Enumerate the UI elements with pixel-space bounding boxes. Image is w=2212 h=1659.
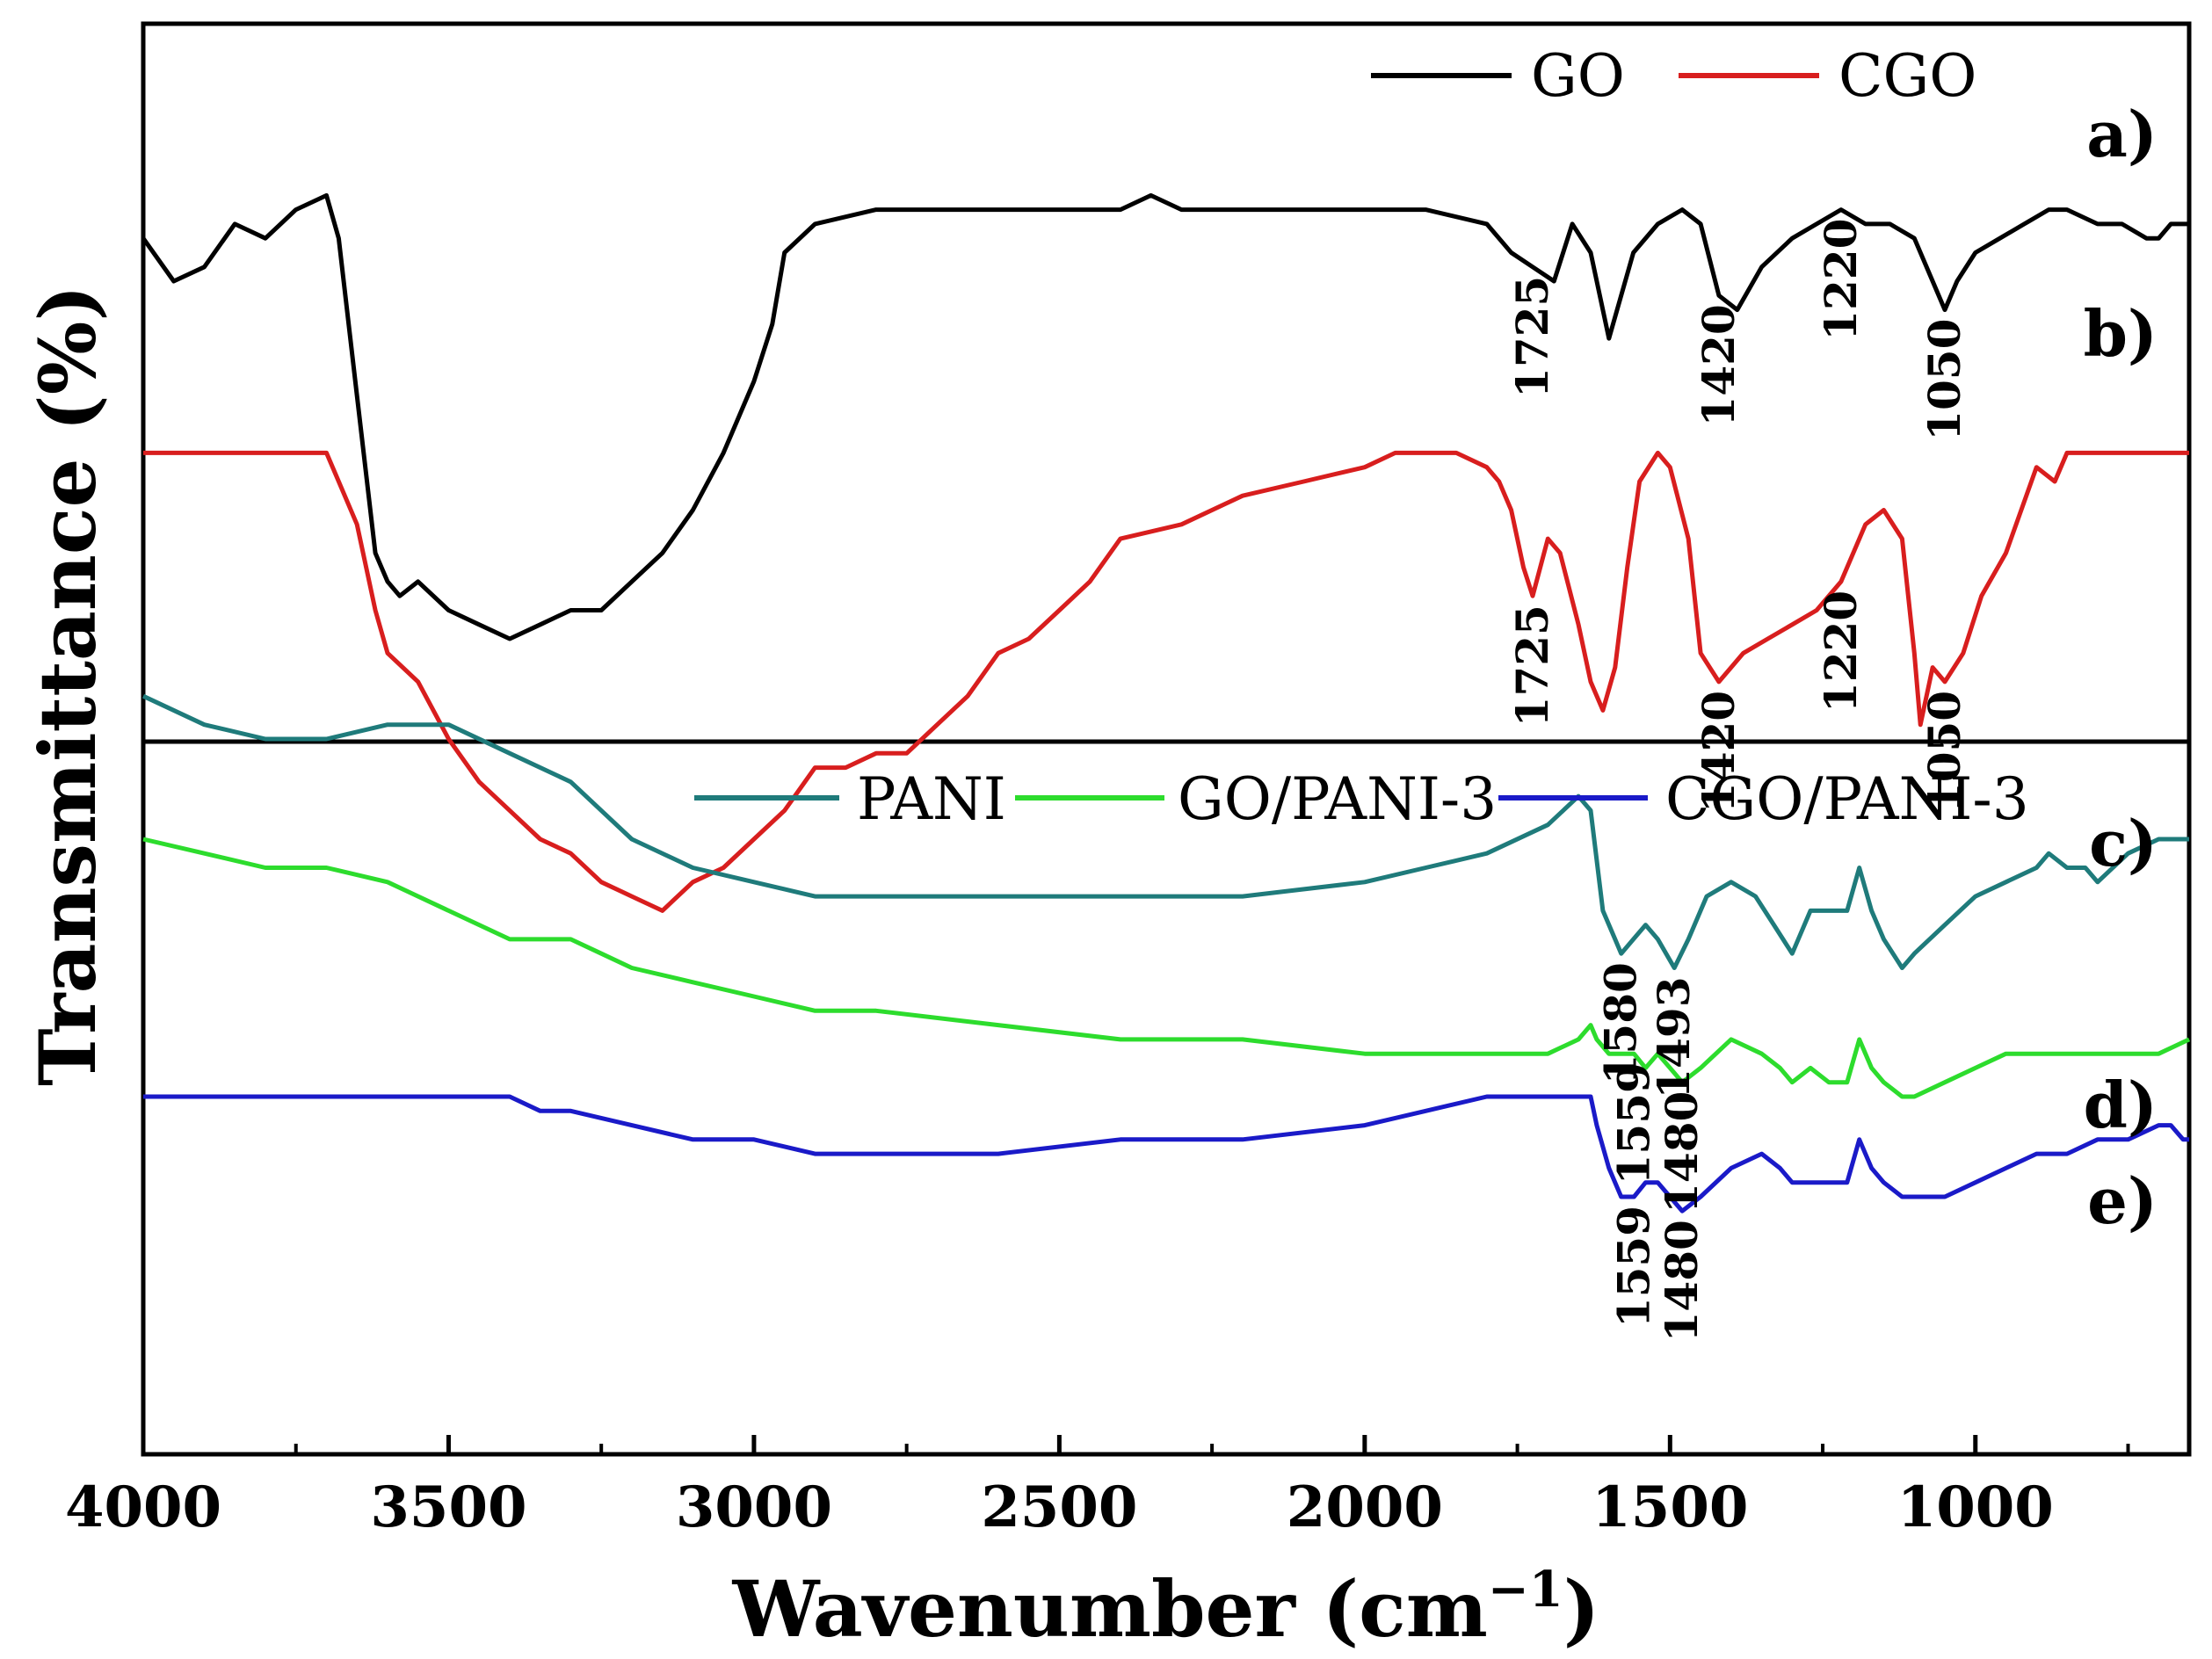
plot-frame: [141, 21, 2192, 1457]
series-line-go-pani-3: [142, 837, 2191, 1099]
peak-label-go-pani-3-1559: 1559: [1607, 1062, 1659, 1184]
y-axis-title: Transmittance (%): [22, 285, 113, 1086]
x-axis-title: Wavenumber (cm−1): [732, 1561, 1600, 1655]
legend-label-cgo-pani-3: CGO/PANI-3: [1665, 765, 2029, 833]
series-line-go: [141, 192, 2189, 641]
panel-label-a: a): [2086, 97, 2158, 171]
legend-label-cgo: CGO: [1838, 42, 1976, 110]
x-tick-label-2000: 2000: [1287, 1474, 1443, 1540]
legend-label-pani: PANI: [857, 765, 1006, 833]
legend-top: GO CGO: [1371, 42, 1976, 110]
peak-label-go-pani-3-1480: 1480: [1656, 1091, 1708, 1213]
panel-label-e: e): [2087, 1163, 2158, 1238]
panel-label-c: c): [2089, 806, 2158, 880]
peak-label-go-1050: 1050: [1918, 319, 1970, 441]
legend-label-go: GO: [1531, 42, 1625, 110]
peak-label-cgo-pani-3-1559: 1559: [1607, 1206, 1659, 1328]
peak-label-go-1420: 1420: [1693, 304, 1744, 426]
x-axis-ticks: 4000 3500 3000 2500 2000 1500 1000: [65, 1435, 2130, 1540]
x-axis-title-superscript: −1: [1488, 1561, 1563, 1619]
x-axis-title-close: ): [1563, 1563, 1600, 1655]
series-line-cgo-pani-3: [143, 1094, 2189, 1213]
x-tick-label-4000: 4000: [65, 1474, 221, 1540]
peak-label-pani-1493: 1493: [1648, 977, 1700, 1099]
x-axis-title-main: Wavenumber (cm: [732, 1563, 1488, 1655]
x-tick-label-3500: 3500: [370, 1474, 526, 1540]
legend-bottom: PANI GO/PANI-3 CGO/PANI-3: [694, 765, 2029, 833]
peak-label-go-1725: 1725: [1506, 276, 1558, 398]
peak-label-cgo-1725: 1725: [1506, 605, 1558, 727]
x-tick-label-3000: 3000: [676, 1474, 832, 1540]
legend-label-go-pani-3: GO/PANI-3: [1178, 765, 1497, 833]
peak-annotations: 1725 1420 1220 1050 1725 1420 1220 1050 1580 1493…: [1506, 219, 1970, 1343]
peak-label-go-1220: 1220: [1815, 219, 1867, 341]
peak-label-cgo-1050: 1050: [1918, 691, 1970, 813]
series-line-cgo: [143, 450, 2189, 913]
x-tick-label-2500: 2500: [981, 1474, 1137, 1540]
series-layer: [141, 192, 2191, 1213]
x-tick-label-1500: 1500: [1592, 1474, 1748, 1540]
peak-label-cgo-1420: 1420: [1693, 691, 1744, 813]
peak-label-cgo-pani-3-1480: 1480: [1656, 1220, 1708, 1342]
panel-label-d: d): [2084, 1068, 2158, 1142]
x-tick-label-1000: 1000: [1897, 1474, 2054, 1540]
panel-label-b: b): [2084, 296, 2158, 371]
peak-label-pani-1580: 1580: [1595, 962, 1647, 1084]
series-line-pani: [141, 693, 2189, 970]
peak-label-cgo-1220: 1220: [1815, 590, 1867, 713]
